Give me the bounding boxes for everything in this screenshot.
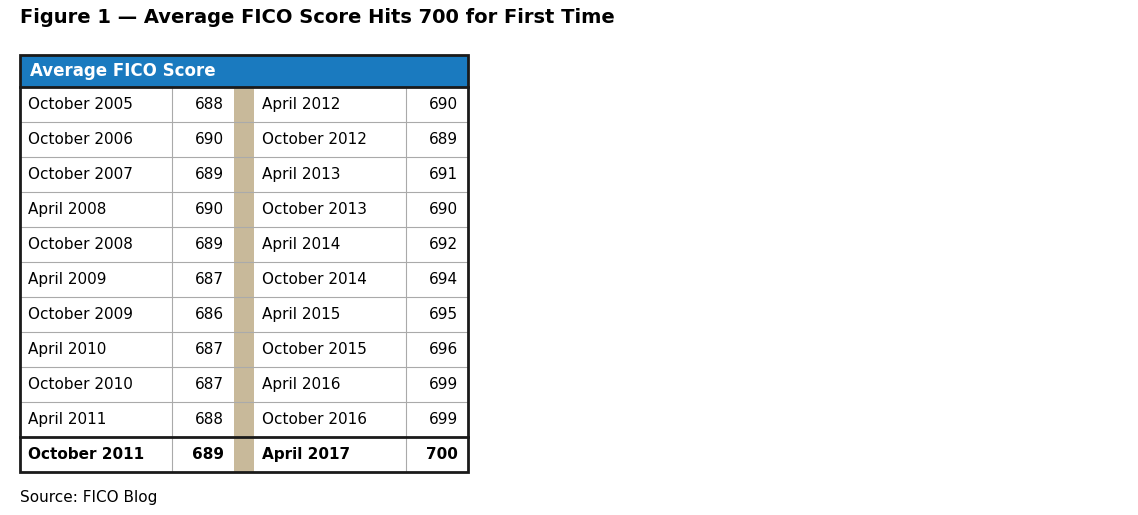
Text: April 2009: April 2009 xyxy=(28,272,107,287)
Text: October 2011: October 2011 xyxy=(28,447,145,462)
Text: April 2012: April 2012 xyxy=(262,97,340,112)
Text: 688: 688 xyxy=(195,412,224,427)
Text: October 2006: October 2006 xyxy=(28,132,133,147)
Text: 690: 690 xyxy=(429,97,457,112)
Text: April 2008: April 2008 xyxy=(28,202,106,217)
Text: October 2016: October 2016 xyxy=(262,412,366,427)
Text: April 2017: April 2017 xyxy=(262,447,351,462)
Text: 699: 699 xyxy=(429,377,457,392)
Text: 700: 700 xyxy=(426,447,457,462)
Text: October 2007: October 2007 xyxy=(28,167,133,182)
Text: October 2008: October 2008 xyxy=(28,237,133,252)
Text: October 2010: October 2010 xyxy=(28,377,133,392)
Text: 692: 692 xyxy=(429,237,457,252)
Text: April 2011: April 2011 xyxy=(28,412,106,427)
Text: October 2013: October 2013 xyxy=(262,202,366,217)
Text: October 2014: October 2014 xyxy=(262,272,366,287)
Text: April 2014: April 2014 xyxy=(262,237,340,252)
Text: October 2009: October 2009 xyxy=(28,307,133,322)
Text: April 2010: April 2010 xyxy=(28,342,106,357)
Text: October 2005: October 2005 xyxy=(28,97,133,112)
Text: 695: 695 xyxy=(429,307,457,322)
Text: 696: 696 xyxy=(429,342,457,357)
Text: October 2012: October 2012 xyxy=(262,132,366,147)
Bar xyxy=(234,87,254,472)
Text: April 2015: April 2015 xyxy=(262,307,340,322)
Text: 686: 686 xyxy=(195,307,224,322)
Text: 688: 688 xyxy=(195,97,224,112)
Text: April 2016: April 2016 xyxy=(262,377,340,392)
Text: 690: 690 xyxy=(195,132,224,147)
Text: April 2013: April 2013 xyxy=(262,167,340,182)
Text: 689: 689 xyxy=(195,167,224,182)
Bar xyxy=(20,55,468,87)
Bar xyxy=(20,55,468,472)
Text: 690: 690 xyxy=(429,202,457,217)
Text: 690: 690 xyxy=(195,202,224,217)
Text: Average FICO Score: Average FICO Score xyxy=(30,62,215,80)
Text: 699: 699 xyxy=(429,412,457,427)
Text: 687: 687 xyxy=(195,342,224,357)
Text: Source: FICO Blog: Source: FICO Blog xyxy=(20,490,157,505)
Text: 687: 687 xyxy=(195,272,224,287)
Text: 694: 694 xyxy=(429,272,457,287)
Text: October 2015: October 2015 xyxy=(262,342,366,357)
Text: 689: 689 xyxy=(195,237,224,252)
Text: 689: 689 xyxy=(429,132,457,147)
Text: Figure 1 — Average FICO Score Hits 700 for First Time: Figure 1 — Average FICO Score Hits 700 f… xyxy=(20,8,615,27)
Text: 687: 687 xyxy=(195,377,224,392)
Text: 691: 691 xyxy=(429,167,457,182)
Text: 689: 689 xyxy=(192,447,224,462)
